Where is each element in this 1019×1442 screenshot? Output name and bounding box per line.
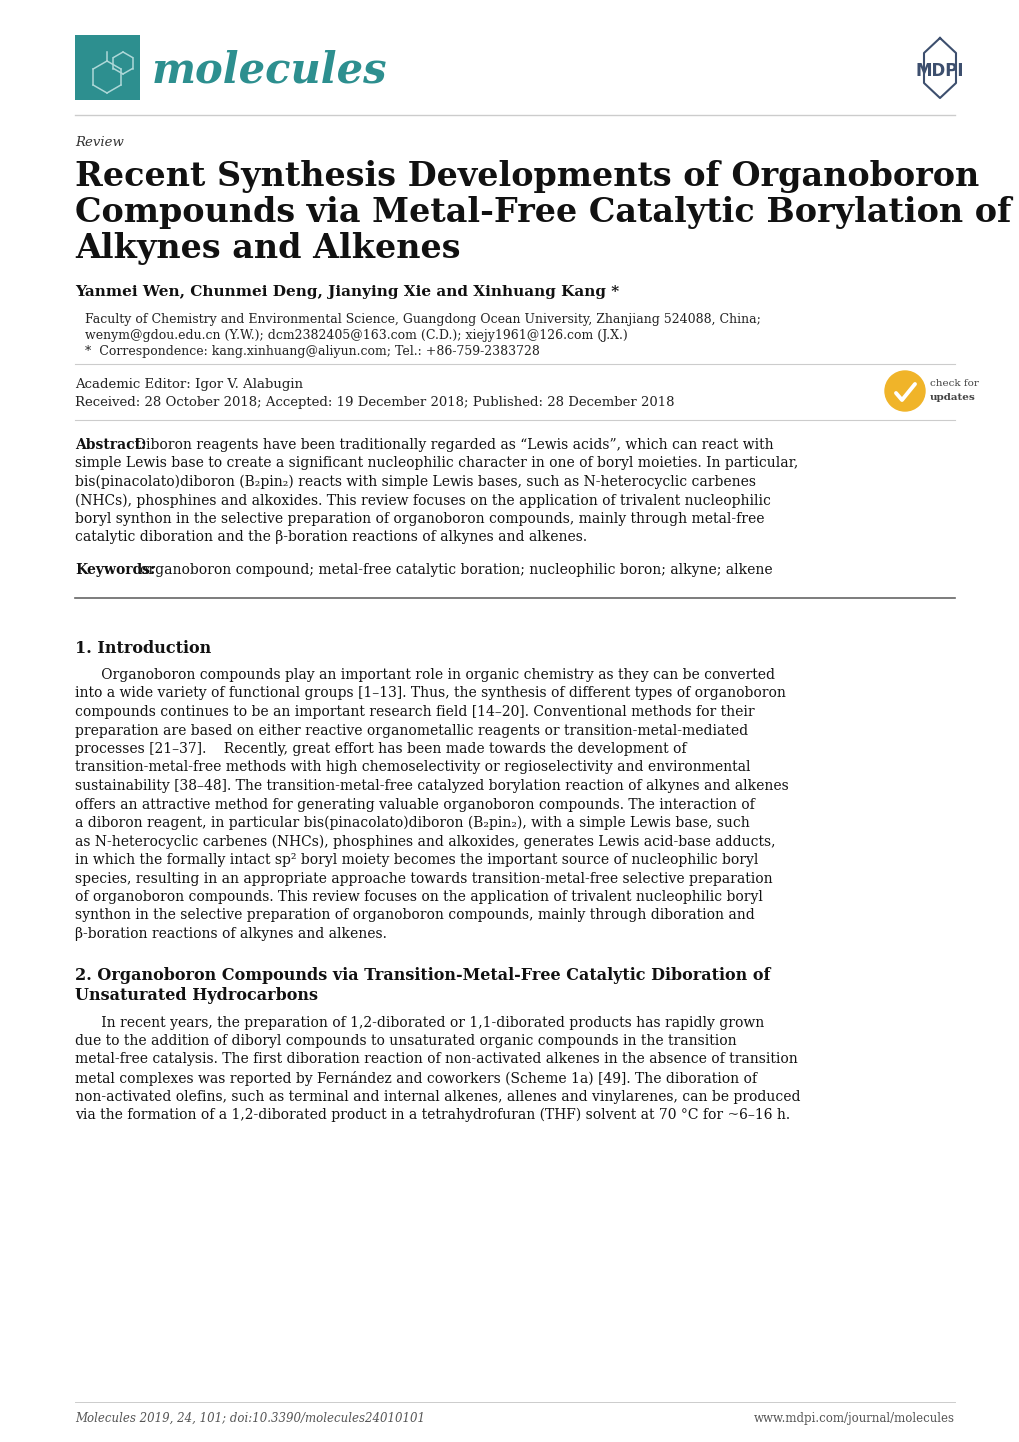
Text: into a wide variety of functional groups [1–13]. Thus, the synthesis of differen: into a wide variety of functional groups… <box>75 686 785 701</box>
Text: 2. Organoboron Compounds via Transition-Metal-Free Catalytic Diboration of: 2. Organoboron Compounds via Transition-… <box>75 968 769 985</box>
Text: non-activated olefins, such as terminal and internal alkenes, allenes and vinyla: non-activated olefins, such as terminal … <box>75 1090 800 1103</box>
Text: *  Correspondence: kang.xinhuang@aliyun.com; Tel.: +86-759-2383728: * Correspondence: kang.xinhuang@aliyun.c… <box>85 345 539 358</box>
Text: molecules: molecules <box>152 49 387 91</box>
Text: due to the addition of diboryl compounds to unsaturated organic compounds in the: due to the addition of diboryl compounds… <box>75 1034 736 1048</box>
Text: β-boration reactions of alkynes and alkenes.: β-boration reactions of alkynes and alke… <box>75 927 386 942</box>
Text: Compounds via Metal-Free Catalytic Borylation of: Compounds via Metal-Free Catalytic Boryl… <box>75 196 1011 229</box>
Text: Academic Editor: Igor V. Alabugin: Academic Editor: Igor V. Alabugin <box>75 378 303 391</box>
Text: in which the formally intact sp² boryl moiety becomes the important source of nu: in which the formally intact sp² boryl m… <box>75 854 758 867</box>
Text: synthon in the selective preparation of organoboron compounds, mainly through di: synthon in the selective preparation of … <box>75 908 754 923</box>
Text: Keywords:: Keywords: <box>75 562 155 577</box>
Text: check for: check for <box>929 379 978 388</box>
Text: Received: 28 October 2018; Accepted: 19 December 2018; Published: 28 December 20: Received: 28 October 2018; Accepted: 19 … <box>75 397 674 410</box>
Text: preparation are based on either reactive organometallic reagents or transition-m: preparation are based on either reactive… <box>75 724 747 737</box>
Text: Abstract:: Abstract: <box>75 438 146 451</box>
Text: Yanmei Wen, Chunmei Deng, Jianying Xie and Xinhuang Kang *: Yanmei Wen, Chunmei Deng, Jianying Xie a… <box>75 286 619 298</box>
Text: of organoboron compounds. This review focuses on the application of trivalent nu: of organoboron compounds. This review fo… <box>75 890 762 904</box>
Text: MDPI: MDPI <box>915 62 963 79</box>
Text: wenym@gdou.edu.cn (Y.W.); dcm2382405@163.com (C.D.); xiejy1961@126.com (J.X.): wenym@gdou.edu.cn (Y.W.); dcm2382405@163… <box>85 329 627 342</box>
Text: metal-free catalysis. The first diboration reaction of non-activated alkenes in : metal-free catalysis. The first diborati… <box>75 1053 797 1067</box>
Text: compounds continues to be an important research field [14–20]. Conventional meth: compounds continues to be an important r… <box>75 705 754 720</box>
Text: (NHCs), phosphines and alkoxides. This review focuses on the application of triv: (NHCs), phosphines and alkoxides. This r… <box>75 493 770 508</box>
Text: transition-metal-free methods with high chemoselectivity or regioselectivity and: transition-metal-free methods with high … <box>75 760 750 774</box>
Text: metal complexes was reported by Fernández and coworkers (Scheme 1a) [49]. The di: metal complexes was reported by Fernánde… <box>75 1071 756 1086</box>
Text: offers an attractive method for generating valuable organoboron compounds. The i: offers an attractive method for generati… <box>75 797 754 812</box>
Text: sustainability [38–48]. The transition-metal-free catalyzed borylation reaction : sustainability [38–48]. The transition-m… <box>75 779 788 793</box>
Text: Faculty of Chemistry and Environmental Science, Guangdong Ocean University, Zhan: Faculty of Chemistry and Environmental S… <box>85 313 760 326</box>
Text: bis(pinacolato)diboron (B₂pin₂) reacts with simple Lewis bases, such as N-hetero: bis(pinacolato)diboron (B₂pin₂) reacts w… <box>75 474 755 489</box>
Text: as N-heterocyclic carbenes (NHCs), phosphines and alkoxides, generates Lewis aci: as N-heterocyclic carbenes (NHCs), phosp… <box>75 835 774 849</box>
Text: Unsaturated Hydrocarbons: Unsaturated Hydrocarbons <box>75 988 318 1005</box>
Text: updates: updates <box>929 394 975 402</box>
Text: organoboron compound; metal-free catalytic boration; nucleophilic boron; alkyne;: organoboron compound; metal-free catalyt… <box>140 562 771 577</box>
Text: boryl synthon in the selective preparation of organoboron compounds, mainly thro: boryl synthon in the selective preparati… <box>75 512 764 526</box>
Text: www.mdpi.com/journal/molecules: www.mdpi.com/journal/molecules <box>753 1412 954 1425</box>
Circle shape <box>884 371 924 411</box>
Text: a diboron reagent, in particular bis(pinacolato)diboron (B₂pin₂), with a simple : a diboron reagent, in particular bis(pin… <box>75 816 749 831</box>
Text: via the formation of a 1,2-diborated product in a tetrahydrofuran (THF) solvent : via the formation of a 1,2-diborated pro… <box>75 1107 790 1122</box>
Text: Review: Review <box>75 136 123 149</box>
Text: In recent years, the preparation of 1,2-diborated or 1,1-diborated products has : In recent years, the preparation of 1,2-… <box>75 1015 763 1030</box>
Text: Organoboron compounds play an important role in organic chemistry as they can be: Organoboron compounds play an important … <box>75 668 774 682</box>
Text: Recent Synthesis Developments of Organoboron: Recent Synthesis Developments of Organob… <box>75 160 978 193</box>
Text: catalytic diboration and the β-boration reactions of alkynes and alkenes.: catalytic diboration and the β-boration … <box>75 531 587 545</box>
Text: Diboron reagents have been traditionally regarded as “Lewis acids”, which can re: Diboron reagents have been traditionally… <box>135 438 772 451</box>
Text: 1. Introduction: 1. Introduction <box>75 640 211 658</box>
Text: species, resulting in an appropriate approache towards transition-metal-free sel: species, resulting in an appropriate app… <box>75 871 771 885</box>
Text: Molecules 2019, 24, 101; doi:10.3390/molecules24010101: Molecules 2019, 24, 101; doi:10.3390/mol… <box>75 1412 425 1425</box>
FancyBboxPatch shape <box>75 35 140 99</box>
Text: simple Lewis base to create a significant nucleophilic character in one of boryl: simple Lewis base to create a significan… <box>75 457 798 470</box>
Text: Alkynes and Alkenes: Alkynes and Alkenes <box>75 232 460 265</box>
Text: processes [21–37].    Recently, great effort has been made towards the developme: processes [21–37]. Recently, great effor… <box>75 743 686 756</box>
